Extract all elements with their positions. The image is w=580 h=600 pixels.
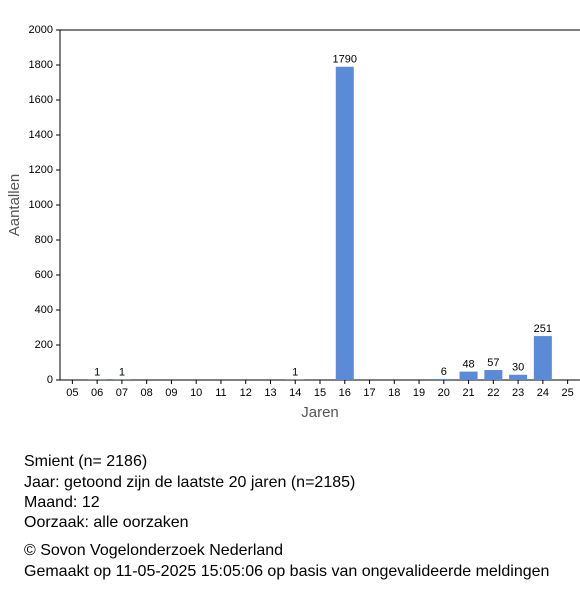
- bar: [434, 378, 453, 380]
- x-tick-label: 24: [537, 387, 549, 399]
- value-label: 1790: [333, 54, 357, 66]
- y-tick-label: 800: [35, 234, 53, 246]
- info-copyright: © Sovon Vogelonderzoek Nederland: [24, 542, 284, 559]
- x-tick-label: 11: [215, 387, 226, 399]
- y-tick-label: 1800: [29, 59, 53, 71]
- x-tick-label: 12: [240, 387, 252, 399]
- y-tick-label: 1200: [29, 164, 53, 176]
- y-tick-label: 1400: [29, 129, 53, 141]
- value-label: 1: [292, 367, 298, 379]
- chart: Jaren Aantallen 020040060080010001200140…: [6, 24, 580, 421]
- x-tick-label: 15: [314, 387, 326, 399]
- bar: [335, 66, 354, 380]
- y-tick-label: 200: [35, 339, 53, 351]
- info-cause: Oorzaak: alle oorzaken: [24, 514, 189, 531]
- y-tick-label: 2000: [29, 24, 53, 36]
- value-label: 6: [441, 366, 447, 378]
- x-tick-label: 18: [388, 387, 400, 399]
- x-tick-label: 08: [141, 387, 153, 399]
- info-created: Gemaakt op 11-05-2025 15:05:06 op basis …: [24, 563, 550, 580]
- bar: [459, 371, 478, 380]
- y-tick-label: 1600: [29, 94, 53, 106]
- info-month: Maand: 12: [24, 494, 100, 511]
- x-tick-label: 13: [264, 387, 276, 399]
- x-tick-label: 20: [438, 387, 450, 399]
- info-year: Jaar: getoond zijn de laatste 20 jaren (…: [24, 474, 356, 491]
- value-label: 1: [94, 367, 100, 379]
- y-tick-label: 600: [35, 269, 53, 281]
- x-tick-label: 22: [487, 387, 499, 399]
- x-tick-label: 21: [462, 387, 474, 399]
- x-tick-label: 16: [339, 387, 351, 399]
- x-tick-label: 25: [561, 387, 573, 399]
- bar: [484, 370, 503, 380]
- value-label: 30: [512, 362, 524, 374]
- value-label: 251: [534, 323, 552, 335]
- y-tick-label: 0: [47, 374, 53, 386]
- bar: [509, 374, 528, 380]
- x-tick-label: 23: [512, 387, 524, 399]
- value-label: 1: [119, 367, 125, 379]
- y-axis-label: Aantallen: [6, 174, 23, 237]
- x-tick-label: 14: [289, 387, 301, 399]
- x-tick-label: 07: [116, 387, 128, 399]
- x-tick-label: 05: [66, 387, 78, 399]
- x-tick-label: 10: [190, 387, 202, 399]
- x-tick-label: 06: [91, 387, 103, 399]
- x-tick-label: 09: [165, 387, 177, 399]
- value-label: 48: [462, 359, 474, 371]
- x-tick-label: 17: [363, 387, 375, 399]
- x-tick-label: 19: [413, 387, 425, 399]
- value-label: 57: [487, 357, 499, 369]
- info-species: Smient (n= 2186): [24, 453, 148, 470]
- bar: [533, 336, 552, 380]
- x-axis-label: Jaren: [301, 404, 339, 421]
- y-tick-label: 400: [35, 304, 53, 316]
- y-tick-label: 1000: [29, 199, 53, 211]
